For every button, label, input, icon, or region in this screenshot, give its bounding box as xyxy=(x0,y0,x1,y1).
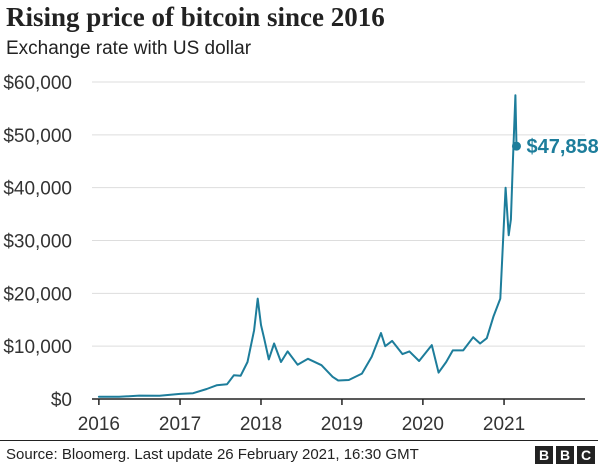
chart-subtitle: Exchange rate with US dollar xyxy=(6,38,252,59)
series-line xyxy=(97,94,518,398)
y-tick-label: $10,000 xyxy=(3,337,72,358)
y-tick-label: $0 xyxy=(51,390,72,411)
x-tick-label: 2016 xyxy=(78,414,120,435)
latest-value-label: $47,858 xyxy=(526,136,598,158)
x-tick-label: 2020 xyxy=(402,414,444,435)
x-tick-label: 2018 xyxy=(240,414,282,435)
y-tick-label: $50,000 xyxy=(3,126,72,147)
logo-letter-c: C xyxy=(577,446,595,464)
logo-letter-b2: B xyxy=(556,446,574,464)
x-tick-label: 2021 xyxy=(483,414,525,435)
logo-letter-b1: B xyxy=(535,446,553,464)
x-tick-label: 2019 xyxy=(321,414,363,435)
bbc-logo: B B C xyxy=(535,446,595,464)
y-tick-label: $40,000 xyxy=(3,179,72,200)
source-note: Source: Bloomerg. Last update 26 Februar… xyxy=(6,446,419,463)
latest-value-point xyxy=(511,141,521,151)
chart-title: Rising price of bitcoin since 2016 xyxy=(6,2,385,32)
x-tick-label: 2017 xyxy=(159,414,201,435)
bitcoin-price-chart: $0 $10,000 $20,000 $30,000 $40,000 $50,000 $60… xyxy=(3,73,598,435)
footer: Source: Bloomerg. Last update 26 Februar… xyxy=(0,440,598,467)
y-tick-label: $60,000 xyxy=(3,73,72,94)
y-tick-label: $20,000 xyxy=(3,284,72,305)
footer-divider xyxy=(0,440,598,441)
y-tick-label: $30,000 xyxy=(3,232,72,253)
